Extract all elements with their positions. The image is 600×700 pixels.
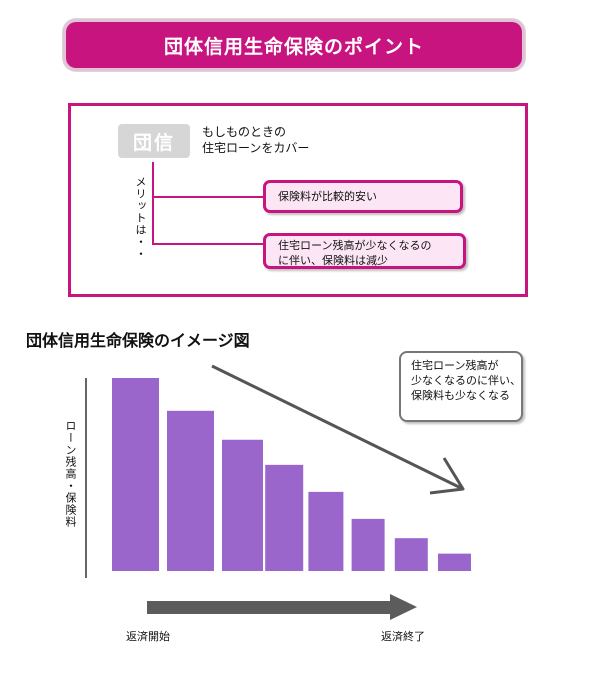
page-title-banner: 団体信用生命保険のポイント <box>66 22 522 68</box>
chart-ylabel: ローン残高・保険料 <box>64 420 77 528</box>
dan-desc-line1: もしものときの <box>202 125 287 139</box>
trend-arrow-head <box>429 457 465 495</box>
callout-line3: 保険料も少なくなる <box>411 389 510 402</box>
bar-5 <box>308 491 344 571</box>
x-label-start: 返済開始 <box>126 630 170 643</box>
chart-heading: 団体信用生命保険のイメージ図 <box>26 331 250 350</box>
merit2-line1: 住宅ローン残高が少なくなるの <box>278 239 432 252</box>
bar-1 <box>112 378 159 571</box>
timeline-arrow-head <box>390 594 417 620</box>
bar-4 <box>265 464 304 571</box>
merit-box-cheap-premium: 保険料が比較的安い <box>263 180 463 213</box>
x-label-end: 返済終了 <box>381 630 425 643</box>
merit2-line2: に伴い、保険料は減少 <box>278 254 388 267</box>
timeline-arrow-body <box>147 601 392 614</box>
bar-6 <box>351 518 385 571</box>
banner-title: 団体信用生命保険のポイント <box>163 35 424 58</box>
bar-2 <box>167 410 214 571</box>
tree-vertical-line <box>152 162 154 244</box>
chart-callout: 住宅ローン残高が 少なくなるのに伴い、 保険料も少なくなる <box>399 351 523 422</box>
bar-3 <box>222 439 263 571</box>
callout-line2: 少なくなるのに伴い、 <box>411 374 521 387</box>
dan-badge: 団信 <box>118 124 190 158</box>
bar-7 <box>394 538 428 571</box>
merit1-text: 保険料が比較的安い <box>278 190 377 203</box>
tree-branch-1 <box>152 196 263 198</box>
dan-description: もしものときの 住宅ローンをカバー <box>202 124 309 156</box>
merit-box-decreasing-premium: 住宅ローン残高が少なくなるの に伴い、保険料は減少 <box>263 233 466 269</box>
callout-line1: 住宅ローン残高が <box>411 359 499 372</box>
trend-arrow-line <box>211 364 464 491</box>
tree-branch-2 <box>152 243 263 245</box>
merit-label: メリットは・・ <box>134 176 147 260</box>
bar-group <box>112 378 471 571</box>
bar-8 <box>438 553 471 571</box>
dan-desc-line2: 住宅ローンをカバー <box>202 141 310 155</box>
